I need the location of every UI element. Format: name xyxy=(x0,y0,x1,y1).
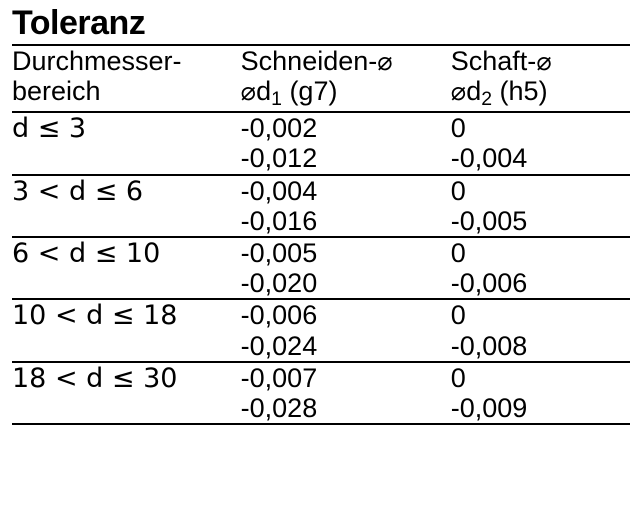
d1-cell: -0,006 -0,024 xyxy=(241,299,451,361)
d2-cell: 0 -0,008 xyxy=(451,299,630,361)
range-cell: 6 < d ≤ 10 xyxy=(12,237,241,299)
range-cell: 10 < d ≤ 18 xyxy=(12,299,241,361)
page-title: Toleranz xyxy=(12,6,630,42)
range-cell: 3 < d ≤ 6 xyxy=(12,175,241,237)
d1-cell: -0,002 -0,012 xyxy=(241,112,451,174)
tolerance-table-page: Toleranz Durchmesser- bereich Schneiden-… xyxy=(0,0,640,508)
range-cell: 18 < d ≤ 30 xyxy=(12,362,241,424)
d2-cell: 0 -0,006 xyxy=(451,237,630,299)
table-row: d ≤ 3 -0,002 -0,012 0 -0,004 xyxy=(12,112,630,174)
d1-cell: -0,004 -0,016 xyxy=(241,175,451,237)
d1-cell: -0,005 -0,020 xyxy=(241,237,451,299)
header-d2-line1: Schaft-⌀ xyxy=(451,46,630,77)
tolerance-table: Durchmesser- bereich Schneiden-⌀ ⌀d1 (g7… xyxy=(12,44,630,426)
d2-cell: 0 -0,004 xyxy=(451,112,630,174)
table-row: 10 < d ≤ 18 -0,006 -0,024 0 -0,008 xyxy=(12,299,630,361)
header-d1-line2: ⌀d1 (g7) xyxy=(241,76,451,111)
d1-cell: -0,007 -0,028 xyxy=(241,362,451,424)
diameter-icon: ⌀ xyxy=(536,48,551,76)
header-d2: Schaft-⌀ ⌀d2 (h5) xyxy=(451,45,630,112)
d2-cell: 0 -0,005 xyxy=(451,175,630,237)
header-range: Durchmesser- bereich xyxy=(12,45,241,112)
header-d2-line2: ⌀d2 (h5) xyxy=(451,76,630,111)
header-range-line2: bereich xyxy=(12,76,241,106)
diameter-icon: ⌀ xyxy=(377,48,392,76)
diameter-icon: ⌀ xyxy=(241,78,256,106)
diameter-icon: ⌀ xyxy=(451,78,466,106)
table-header-row: Durchmesser- bereich Schneiden-⌀ ⌀d1 (g7… xyxy=(12,45,630,112)
table-row: 18 < d ≤ 30 -0,007 -0,028 0 -0,009 xyxy=(12,362,630,424)
header-d1-line1: Schneiden-⌀ xyxy=(241,46,451,77)
d2-cell: 0 -0,009 xyxy=(451,362,630,424)
header-d1: Schneiden-⌀ ⌀d1 (g7) xyxy=(241,45,451,112)
table-row: 6 < d ≤ 10 -0,005 -0,020 0 -0,006 xyxy=(12,237,630,299)
table-bottom-rule xyxy=(12,424,630,425)
range-cell: d ≤ 3 xyxy=(12,112,241,174)
header-range-line1: Durchmesser- xyxy=(12,46,241,76)
table-row: 3 < d ≤ 6 -0,004 -0,016 0 -0,005 xyxy=(12,175,630,237)
